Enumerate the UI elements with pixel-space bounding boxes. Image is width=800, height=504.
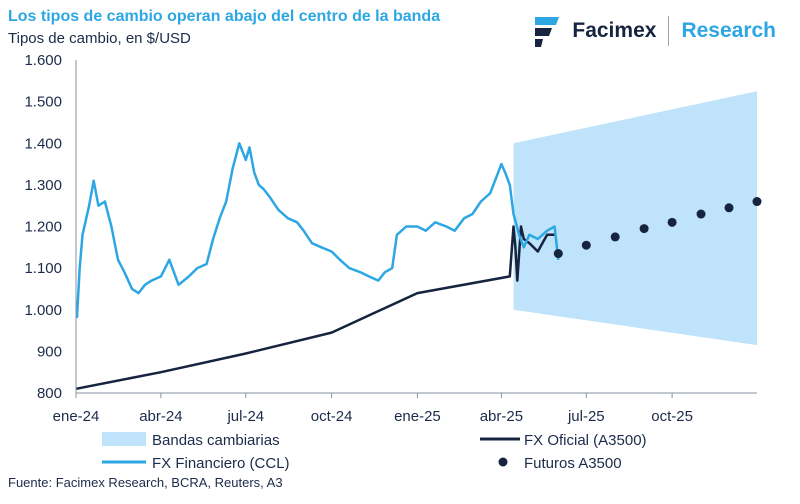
x-tick-label: oct-25	[651, 408, 693, 425]
y-tick-label: 1.200	[24, 219, 62, 236]
y-tick-label: 1.600	[24, 52, 62, 69]
y-tick-label: 1.400	[24, 135, 62, 152]
legend-swatch-band	[102, 432, 146, 446]
y-tick-label: 900	[37, 343, 62, 360]
legend-label-band: Bandas cambiarias	[152, 432, 280, 449]
point-futuros	[639, 224, 649, 234]
y-tick-label: 800	[37, 385, 62, 402]
point-futuros	[667, 217, 677, 227]
brand: Facimex Research	[532, 14, 776, 48]
point-futuros	[581, 240, 591, 250]
brand-name: Facimex	[572, 19, 657, 42]
legend-label-ccl: FX Financiero (CCL)	[152, 455, 290, 472]
point-futuros	[553, 249, 563, 259]
x-tick-label: abr-24	[139, 408, 182, 425]
point-futuros	[724, 203, 734, 213]
facimex-logo-icon	[535, 17, 560, 47]
x-tick-label: jul-24	[226, 408, 264, 425]
y-tick-label: 1.500	[24, 94, 62, 111]
point-futuros	[610, 232, 620, 242]
x-tick-label: oct-24	[311, 408, 353, 425]
y-tick-label: 1.100	[24, 260, 62, 277]
y-tick-label: 1.000	[24, 302, 62, 319]
source-note: Fuente: Facimex Research, BCRA, Reuters,…	[8, 475, 283, 490]
y-tick-label: 1.300	[24, 177, 62, 194]
legend-swatch-futuros	[498, 457, 508, 467]
legend-label-oficial: FX Oficial (A3500)	[524, 432, 647, 449]
point-futuros	[752, 197, 762, 207]
brand-research: Research	[681, 19, 776, 42]
x-tick-label: ene-24	[53, 408, 100, 425]
chart-subtitle: Tipos de cambio, en $/USD	[8, 30, 191, 47]
x-tick-label: abr-25	[480, 408, 523, 425]
band-area	[513, 91, 757, 346]
series-fx-financiero	[75, 142, 560, 319]
x-tick-label: jul-25	[567, 408, 605, 425]
x-tick-label: ene-25	[394, 408, 441, 425]
chart-title: Los tipos de cambio operan abajo del cen…	[8, 8, 441, 25]
series-fx-oficial	[75, 225, 555, 391]
legend-label-futuros: Futuros A3500	[524, 455, 622, 472]
brand-separator	[668, 16, 670, 46]
point-futuros	[696, 209, 706, 219]
